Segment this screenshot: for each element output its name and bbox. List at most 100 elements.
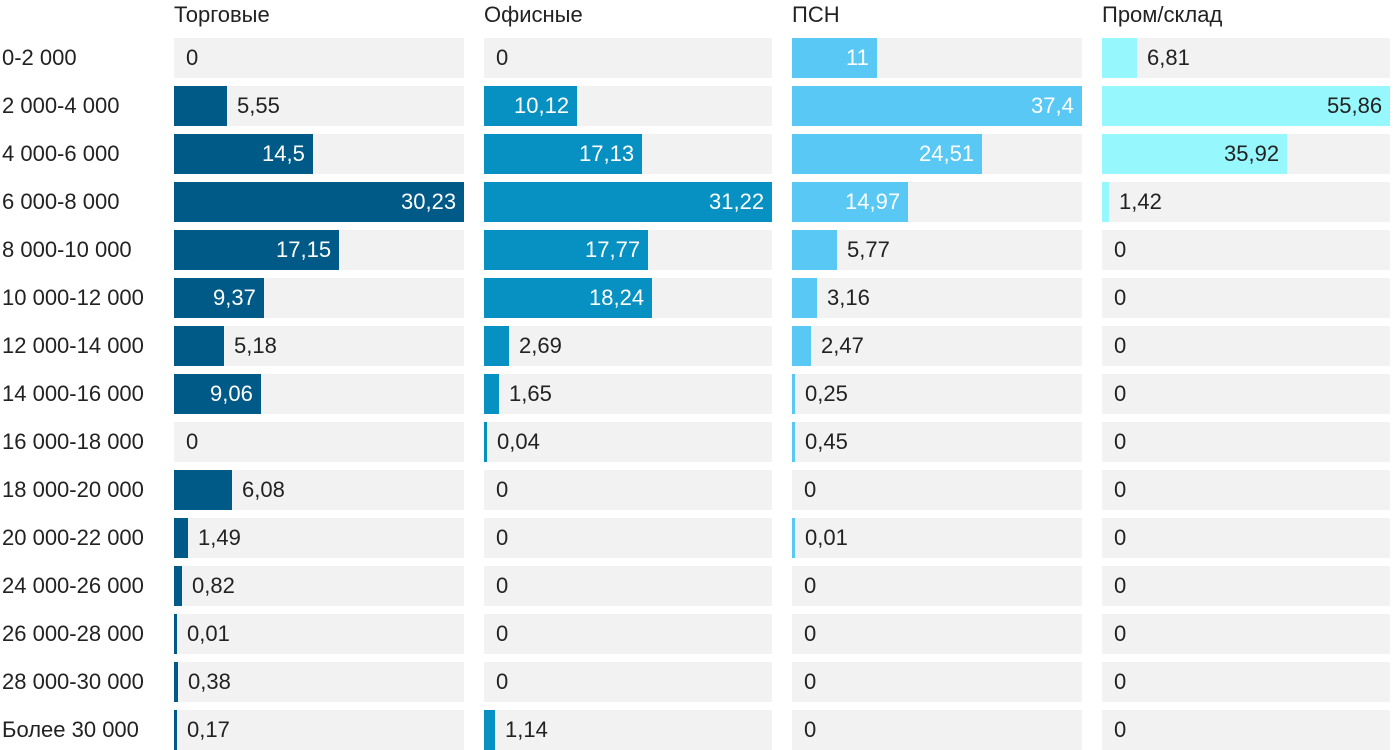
bar-track: 0,82 <box>174 566 464 606</box>
bar-track: 0 <box>174 38 464 78</box>
bar <box>792 374 795 414</box>
value-label: 11 <box>846 45 869 70</box>
bar-track: 3,16 <box>792 278 1082 318</box>
value-label: 0 <box>1114 573 1127 598</box>
value-label: 0,04 <box>497 429 540 454</box>
value-label: 0 <box>496 669 509 694</box>
bar <box>484 326 509 366</box>
bar-track: 55,86 <box>1102 86 1390 126</box>
bar <box>174 278 264 318</box>
bar <box>174 230 339 270</box>
bar <box>174 614 177 654</box>
bar-track: 0 <box>484 566 772 606</box>
panel-title: Офисные <box>484 2 583 27</box>
value-label: 0,45 <box>805 429 848 454</box>
bar <box>174 566 182 606</box>
bar-track: 0,38 <box>174 662 464 702</box>
value-label: 17,13 <box>579 141 635 166</box>
bar <box>484 86 577 126</box>
bar-track: 0 <box>1102 278 1390 318</box>
bar <box>484 182 772 222</box>
bar-track: 0,01 <box>792 518 1082 558</box>
category-label: 18 000-20 000 <box>2 477 144 502</box>
bar-track: 6,08 <box>174 470 464 510</box>
value-label: 1,49 <box>198 525 241 550</box>
bar-track: 1,65 <box>484 374 772 414</box>
value-label: 9,37 <box>213 285 256 310</box>
bar-track: 5,18 <box>174 326 464 366</box>
bar-track: 0 <box>484 470 772 510</box>
value-label: 0 <box>496 621 509 646</box>
value-label: 2,47 <box>821 333 864 358</box>
value-label: 1,42 <box>1119 189 1162 214</box>
category-label: 0-2 000 <box>2 45 77 70</box>
bar <box>484 710 495 750</box>
bar <box>174 182 464 222</box>
category-label: 4 000-6 000 <box>2 141 120 166</box>
value-label: 18,24 <box>589 285 645 310</box>
panel-title: ПСН <box>792 2 840 27</box>
bar <box>174 374 261 414</box>
bar-track: 0 <box>1102 710 1390 750</box>
bar-track: 2,69 <box>484 326 772 366</box>
bar-track: 31,22 <box>484 182 772 222</box>
value-label: 0 <box>1114 525 1127 550</box>
bar <box>792 38 877 78</box>
value-label: 0 <box>496 477 509 502</box>
category-label: 28 000-30 000 <box>2 669 144 694</box>
bar <box>792 278 817 318</box>
bar-track: 17,77 <box>484 230 772 270</box>
bar-track: 2,47 <box>792 326 1082 366</box>
bar-track: 0 <box>484 38 772 78</box>
value-label: 0 <box>496 573 509 598</box>
bar <box>174 326 224 366</box>
value-label: 0 <box>186 429 199 454</box>
bar <box>484 134 642 174</box>
bar <box>792 230 837 270</box>
bar-track: 0 <box>484 518 772 558</box>
bar-track: 0 <box>1102 326 1390 366</box>
bar-track: 0,25 <box>792 374 1082 414</box>
bar-track: 0 <box>1102 614 1390 654</box>
bar <box>792 182 908 222</box>
value-label: 3,16 <box>827 285 870 310</box>
category-label: 24 000-26 000 <box>2 573 144 598</box>
category-label: 12 000-14 000 <box>2 333 144 358</box>
value-label: 55,86 <box>1327 93 1383 118</box>
bar <box>174 662 178 702</box>
bar-track: 0,45 <box>792 422 1082 462</box>
value-label: 0 <box>804 573 817 598</box>
bar-track: 0 <box>792 614 1082 654</box>
bar-track: 11 <box>792 38 1082 78</box>
bar-track: 0,04 <box>484 422 772 462</box>
bar-track: 0 <box>484 662 772 702</box>
value-label: 31,22 <box>709 189 765 214</box>
bar-track: 1,14 <box>484 710 772 750</box>
panel-title: Торговые <box>174 2 270 27</box>
category-label: 20 000-22 000 <box>2 525 144 550</box>
category-label: 10 000-12 000 <box>2 285 144 310</box>
bar-track: 0 <box>792 662 1082 702</box>
value-label: 17,15 <box>276 237 332 262</box>
bar-track: 0 <box>792 710 1082 750</box>
value-label: 37,4 <box>1031 93 1074 118</box>
bar-track: 0 <box>1102 662 1390 702</box>
value-label: 0 <box>1114 669 1127 694</box>
value-label: 0 <box>804 477 817 502</box>
value-label: 0 <box>186 45 199 70</box>
bar <box>792 134 982 174</box>
bar-track: 6,81 <box>1102 38 1390 78</box>
category-label: 16 000-18 000 <box>2 429 144 454</box>
bar-track: 0 <box>792 470 1082 510</box>
value-label: 0,01 <box>187 621 230 646</box>
bar-track: 0 <box>484 614 772 654</box>
bar-track: 14,97 <box>792 182 1082 222</box>
bar-track: 0,17 <box>174 710 464 750</box>
bar-track: 5,55 <box>174 86 464 126</box>
category-label: 6 000-8 000 <box>2 189 120 214</box>
value-label: 30,23 <box>401 189 457 214</box>
category-label: Более 30 000 <box>2 717 139 742</box>
bar <box>484 422 487 462</box>
bar-track: 0 <box>1102 230 1390 270</box>
